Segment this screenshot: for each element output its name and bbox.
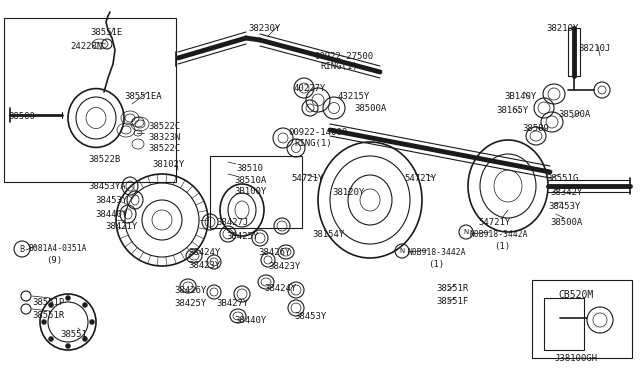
Text: N: N [463, 229, 468, 235]
Text: 00922-14000: 00922-14000 [288, 128, 347, 137]
Text: 38551F: 38551F [436, 297, 468, 306]
Circle shape [49, 302, 54, 308]
Text: 24228N: 24228N [70, 42, 102, 51]
Text: 43215Y: 43215Y [338, 92, 371, 101]
Text: 38120Y: 38120Y [332, 188, 364, 197]
Text: 38500: 38500 [8, 112, 35, 121]
Text: 38551: 38551 [60, 330, 87, 339]
Text: N0B918-3442A: N0B918-3442A [470, 230, 529, 239]
Text: 38323N: 38323N [148, 133, 180, 142]
Text: 38154Y: 38154Y [312, 230, 344, 239]
Text: 38425Y: 38425Y [174, 299, 206, 308]
Text: 38342Y: 38342Y [550, 188, 582, 197]
Text: RING(1): RING(1) [320, 62, 358, 71]
Circle shape [90, 320, 95, 324]
Bar [210, 156, 302, 228]
Text: 38522C: 38522C [148, 122, 180, 131]
Text: 38426Y: 38426Y [174, 286, 206, 295]
Text: 38424Y: 38424Y [188, 248, 220, 257]
Text: 38589: 38589 [522, 124, 549, 133]
Text: J38100GH: J38100GH [554, 354, 597, 363]
Text: 38522C: 38522C [148, 144, 180, 153]
Text: 38102Y: 38102Y [152, 160, 184, 169]
Text: 38551G: 38551G [546, 174, 579, 183]
Text: 38510: 38510 [236, 164, 263, 173]
Bar [4, 18, 176, 182]
Text: 38551E: 38551E [90, 28, 122, 37]
Text: 38210Y: 38210Y [546, 24, 579, 33]
Text: 38453YA: 38453YA [88, 182, 125, 191]
Text: 38500A: 38500A [558, 110, 590, 119]
Text: 38423Y: 38423Y [268, 262, 300, 271]
Circle shape [83, 336, 88, 341]
Text: 38425Y: 38425Y [226, 232, 259, 241]
Text: 38421Y: 38421Y [105, 222, 137, 231]
Text: 38230Y: 38230Y [248, 24, 280, 33]
Text: (1): (1) [494, 242, 510, 251]
Circle shape [65, 343, 70, 349]
Text: 38426Y: 38426Y [258, 248, 291, 257]
Circle shape [65, 295, 70, 301]
Text: 00922-27500: 00922-27500 [314, 52, 373, 61]
Text: 38165Y: 38165Y [496, 106, 528, 115]
Text: B081A4-0351A: B081A4-0351A [28, 244, 86, 253]
Text: 38551EA: 38551EA [124, 92, 162, 101]
Text: 40227Y: 40227Y [294, 84, 326, 93]
Text: 38453Y: 38453Y [548, 202, 580, 211]
Bar [544, 298, 584, 350]
Text: 38551P: 38551P [32, 298, 64, 307]
Circle shape [83, 302, 88, 308]
Text: (9): (9) [46, 256, 62, 265]
Circle shape [42, 320, 47, 324]
Text: 38510A: 38510A [234, 176, 266, 185]
Text: B: B [19, 244, 24, 253]
Text: 54721Y: 54721Y [291, 174, 323, 183]
Text: 3B140Y: 3B140Y [504, 92, 536, 101]
Text: 38427J: 38427J [216, 218, 248, 227]
Text: N: N [399, 248, 404, 254]
Text: 38500A: 38500A [354, 104, 387, 113]
Text: 38424Y: 38424Y [264, 284, 296, 293]
Text: 3B427Y: 3B427Y [216, 299, 248, 308]
Text: (1): (1) [428, 260, 444, 269]
Text: 38522B: 38522B [88, 155, 120, 164]
Text: CB520M: CB520M [558, 290, 593, 300]
Text: 38210J: 38210J [578, 44, 611, 53]
Text: 38440Y: 38440Y [234, 316, 266, 325]
Text: 54721Y: 54721Y [404, 174, 436, 183]
Text: 38453Y: 38453Y [294, 312, 326, 321]
Text: RING(1): RING(1) [294, 139, 332, 148]
Circle shape [49, 336, 54, 341]
Text: 38453Y: 38453Y [95, 196, 127, 205]
Text: 38423Y: 38423Y [188, 261, 220, 270]
Text: 54721Y: 54721Y [478, 218, 510, 227]
Bar [532, 280, 632, 358]
Text: 38551R: 38551R [436, 284, 468, 293]
Text: 38440Y: 38440Y [95, 210, 127, 219]
Text: 38500A: 38500A [550, 218, 582, 227]
Text: 3B100Y: 3B100Y [234, 187, 266, 196]
Text: N0B918-3442A: N0B918-3442A [408, 248, 467, 257]
Text: 38551R: 38551R [32, 311, 64, 320]
